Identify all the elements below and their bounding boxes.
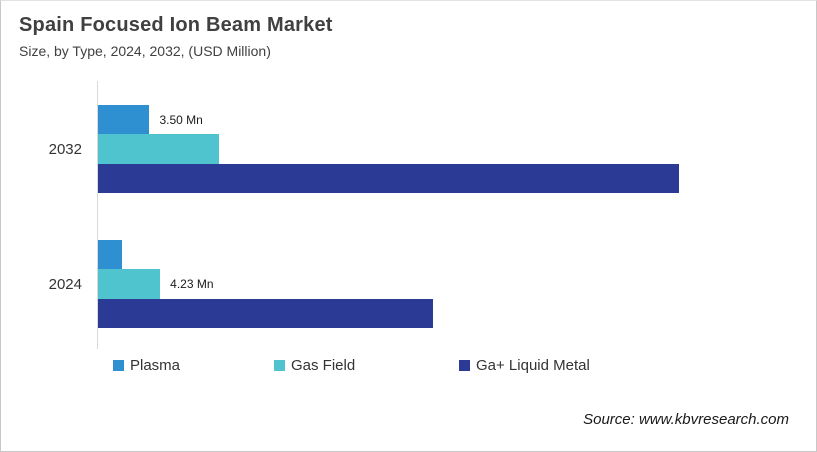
y-axis-line [97, 81, 98, 349]
bar-row: 4.23 Mn [98, 269, 816, 299]
bar-2024-plasma [98, 240, 123, 270]
legend-label: Ga+ Liquid Metal [476, 356, 590, 374]
bar-2032-ga-liquid-metal [98, 163, 679, 193]
data-label: 3.50 Mn [159, 112, 203, 127]
bar-group-2032: 2032 3.50 Mn [1, 105, 816, 193]
legend-item-gas-field: Gas Field [274, 355, 355, 375]
category-label-2024: 2024 [48, 275, 82, 293]
chart-subtitle: Size, by Type, 2024, 2032, (USD Million) [19, 43, 271, 59]
bar-row [98, 134, 816, 164]
bar-row [98, 240, 816, 270]
legend-item-ga-liquid-metal: Ga+ Liquid Metal [459, 355, 590, 375]
bars-2024: 4.23 Mn [98, 240, 816, 328]
legend: Plasma Gas Field Ga+ Liquid Metal [1, 355, 816, 375]
legend-label: Plasma [130, 356, 181, 374]
source-text: Source: www.kbvresearch.com [583, 411, 789, 428]
legend-swatch-icon [274, 359, 285, 371]
bars-2032: 3.50 Mn [98, 105, 816, 193]
bar-2032-plasma [98, 105, 150, 135]
bar-group-2024: 2024 4.23 Mn [1, 240, 816, 328]
bar-row [98, 163, 816, 193]
chart-title: Spain Focused Ion Beam Market [19, 14, 333, 36]
data-label: 4.23 Mn [170, 276, 214, 291]
legend-label: Gas Field [291, 356, 356, 374]
bar-row: 3.50 Mn [98, 105, 816, 135]
bar-row [98, 298, 816, 328]
legend-item-plasma: Plasma [113, 355, 180, 375]
legend-swatch-icon [113, 359, 124, 371]
legend-swatch-icon [459, 359, 470, 371]
bar-2024-ga-liquid-metal [98, 298, 434, 328]
bar-2032-gas-field [98, 134, 219, 164]
bar-2024-gas-field [98, 269, 161, 299]
category-label-2032: 2032 [48, 140, 82, 158]
plot-area: 2032 3.50 Mn 2024 4.23 Mn [1, 81, 816, 349]
